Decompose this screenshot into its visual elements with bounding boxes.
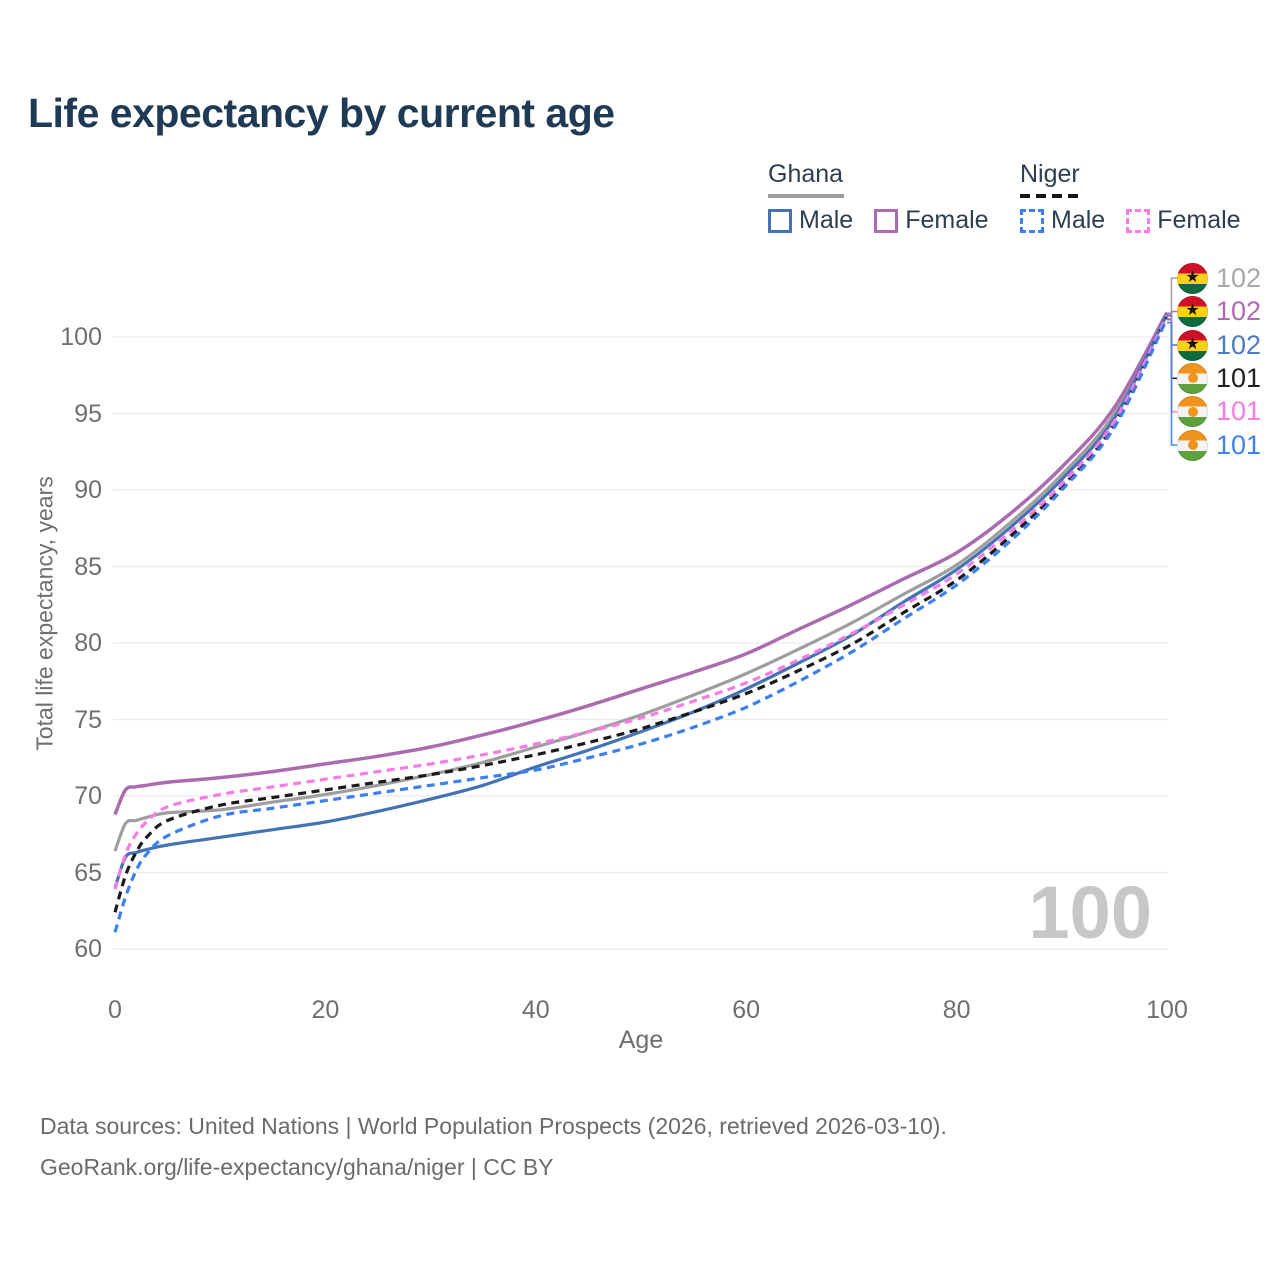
legend-country-niger[interactable]: Niger [1020,160,1241,198]
solid-line-swatch-icon [768,208,792,233]
series-line-niger-total[interactable] [113,316,1169,913]
series-line-ghana-female[interactable] [113,311,1169,816]
x-tick-label-60: 60 [732,996,761,1024]
x-tick-label-40: 40 [521,996,550,1024]
y-axis-title: Total life expectancy, years [31,476,58,751]
legend-label-niger-female: Female [1157,206,1241,234]
niger-flag-icon [1177,396,1208,428]
legend-item-niger-male[interactable]: Male [1020,206,1105,235]
page-title: Life expectancy by current age [28,90,615,136]
legend-item-niger-female[interactable]: Female [1126,206,1241,235]
axis-max-watermark: 100 [1028,871,1152,954]
footer-attribution: GeoRank.org/life-expectancy/ghana/niger … [40,1154,554,1180]
end-label-value: 101 [1216,396,1262,427]
series-line-ghana-total[interactable] [113,313,1169,852]
end-label-value: 102 [1216,262,1262,293]
dashed-line-swatch-icon [1020,208,1044,233]
end-label-value: 102 [1216,329,1262,360]
ghana-total-line-swatch [768,194,844,198]
legend-items-niger: Male Female [1020,206,1241,235]
end-label-row-ghana-male: 102 [1177,329,1261,361]
footer: Data sources: United Nations | World Pop… [40,1106,947,1188]
end-label-connector-ghana-female [1167,310,1177,315]
y-tick-label-75: 75 [74,705,102,734]
x-tick-label-20: 20 [311,996,340,1024]
end-label-value: 101 [1216,429,1262,460]
y-tick-label-90: 90 [74,476,102,504]
series-line-niger-female[interactable] [113,314,1169,890]
end-label-row-ghana-total: 102 [1177,262,1261,294]
end-label-row-niger-female: 101 [1177,396,1261,428]
x-axis-title: Age [618,1026,664,1054]
ghana-flag-icon [1177,296,1208,327]
niger-flag-icon [1177,429,1208,461]
x-tick-label-100: 100 [1146,996,1188,1024]
niger-total-line-swatch [1020,194,1082,198]
y-tick-label-95: 95 [74,399,102,428]
y-tick-label-100: 100 [60,323,102,351]
legend-country-ghana[interactable]: Ghana [768,160,989,198]
end-label-value: 101 [1216,362,1262,393]
end-label-row-ghana-female: 102 [1177,296,1261,328]
x-tick-label-0: 0 [108,996,122,1024]
x-tick-label-80: 80 [942,996,971,1024]
footer-data-sources: Data sources: United Nations | World Pop… [40,1113,947,1139]
end-label-connector-niger-male [1167,321,1177,446]
series-line-ghana-male[interactable] [113,313,1169,889]
legend-label-ghana-female: Female [905,206,989,234]
ghana-flag-icon [1177,262,1208,294]
solid-line-swatch-icon [874,208,899,233]
y-tick-label-60: 60 [74,935,102,963]
legend-item-ghana-female[interactable]: Female [874,206,989,235]
end-label-connector-ghana-total [1167,277,1177,315]
legend-label-ghana-male: Male [799,206,854,234]
series-line-niger-male[interactable] [113,317,1169,933]
y-tick-label-85: 85 [74,552,102,581]
legend-group-niger: Niger Male Female [1020,160,1241,235]
country-label-ghana: Ghana [768,160,844,188]
end-label-row-niger-total: 101 [1177,362,1261,394]
y-tick-label-65: 65 [74,858,102,887]
country-label-niger: Niger [1020,160,1080,188]
dashed-line-swatch-icon [1126,208,1151,233]
niger-flag-icon [1177,362,1208,394]
end-label-row-niger-male: 101 [1177,429,1261,461]
y-tick-label-70: 70 [74,782,102,810]
y-tick-label-80: 80 [74,629,102,657]
legend-group-ghana: Ghana Male Female [768,160,989,235]
ghana-flag-icon [1177,329,1208,361]
legend-items-ghana: Male Female [768,206,989,235]
legend-item-ghana-male[interactable]: Male [768,206,853,235]
end-label-value: 102 [1216,296,1262,326]
legend-label-niger-male: Male [1051,206,1106,234]
